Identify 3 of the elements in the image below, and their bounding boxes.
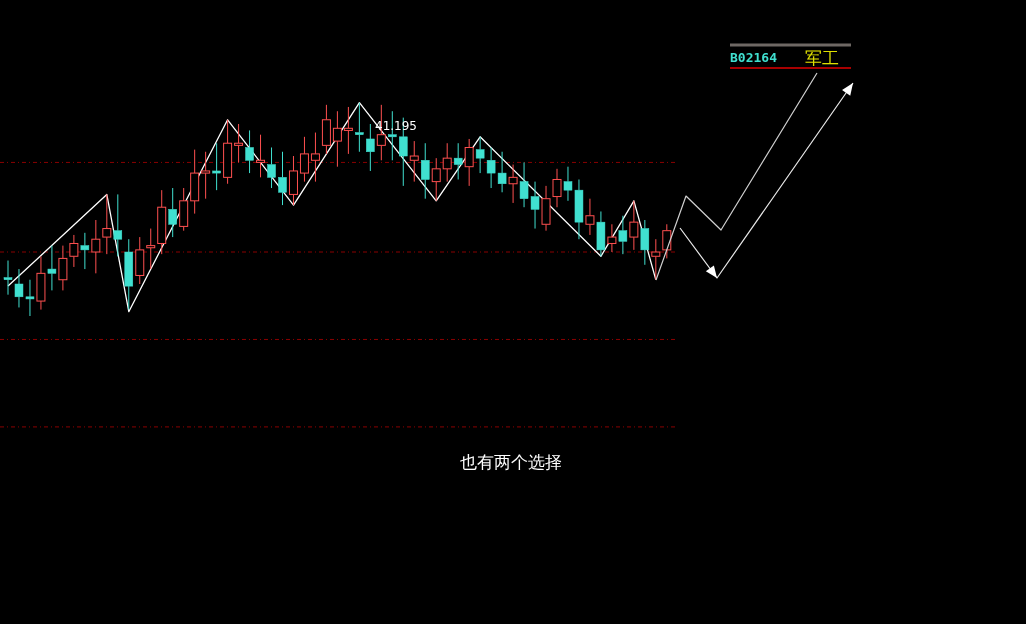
text: B02164 — [730, 50, 778, 65]
text: 军工 — [805, 48, 839, 68]
text: 也有两个选择 — [460, 452, 562, 472]
